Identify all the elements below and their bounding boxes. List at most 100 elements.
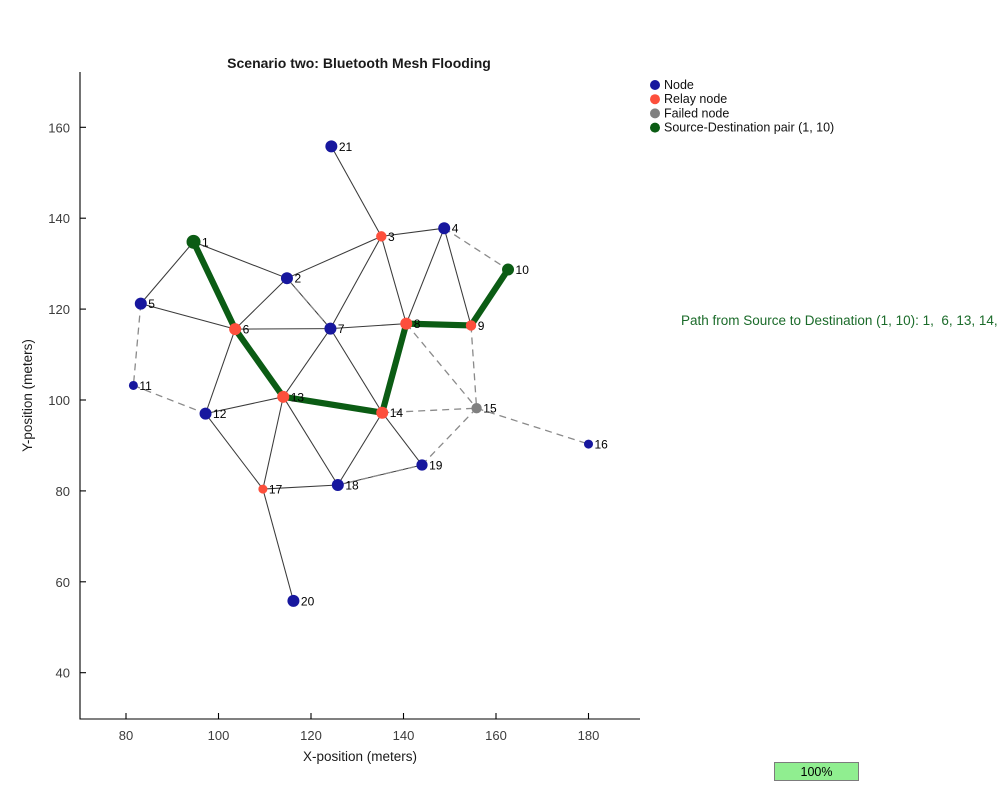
edge-solid — [205, 396, 284, 415]
x-tick-label: 120 — [300, 728, 322, 743]
edge-solid — [262, 396, 284, 490]
graph-node-4[interactable] — [438, 222, 451, 235]
y-tick-label: 80 — [56, 484, 70, 499]
graph-node-15[interactable] — [471, 402, 482, 414]
graph-node-label-18: 18 — [345, 478, 359, 492]
axis-lines — [79, 72, 640, 720]
graph-node-label-13: 13 — [291, 390, 305, 404]
graph-node-8[interactable] — [400, 317, 413, 330]
graph-node-21[interactable] — [325, 140, 338, 153]
y-tick-label: 120 — [48, 302, 70, 317]
graph-node-label-8: 8 — [414, 317, 421, 331]
graph-node-label-14: 14 — [390, 406, 404, 420]
graph-node-label-9: 9 — [478, 319, 485, 333]
y-tick-label: 40 — [56, 666, 70, 681]
edge-solid — [286, 235, 382, 279]
edge-solid — [193, 241, 288, 279]
y-tick-label: 140 — [48, 211, 70, 226]
graph-node-label-3: 3 — [388, 230, 395, 244]
graph-node-13[interactable] — [277, 390, 290, 403]
edge-solid — [205, 413, 264, 490]
edge-path-segment — [379, 320, 410, 416]
x-tick-label: 140 — [393, 728, 415, 743]
edge-path-segment — [467, 266, 512, 329]
graph-node-label-12: 12 — [213, 407, 227, 421]
y-tick-label: 60 — [56, 575, 70, 590]
graph-node-10[interactable] — [502, 263, 515, 276]
x-tick-label: 160 — [485, 728, 507, 743]
legend-label-1: Relay node — [664, 92, 727, 106]
edge-solid — [282, 328, 331, 398]
graph-node-9[interactable] — [465, 320, 477, 331]
edge-solid — [381, 227, 445, 237]
graph-node-label-6: 6 — [243, 323, 250, 337]
graph-node-11[interactable] — [128, 380, 138, 390]
graph-node-14[interactable] — [376, 406, 389, 419]
edge-dashed — [470, 325, 478, 409]
legend-label-0: Node — [664, 78, 694, 92]
edge-solid — [380, 236, 407, 324]
y-axis-title: Y-position (meters) — [20, 339, 35, 452]
graph-node-17[interactable] — [258, 484, 268, 494]
graph-node-20[interactable] — [287, 594, 300, 607]
edge-dashed — [443, 227, 509, 271]
graph-node-label-2: 2 — [294, 272, 301, 286]
graph-node-1[interactable] — [186, 234, 201, 249]
edge-solid — [330, 146, 382, 237]
edge-solid — [381, 412, 423, 466]
legend-label-3: Source-Destination pair (1, 10) — [664, 121, 834, 135]
x-tick-label: 100 — [208, 728, 230, 743]
edge-solid — [234, 277, 288, 330]
graph-node-16[interactable] — [584, 439, 593, 449]
edge-solid — [330, 323, 407, 330]
graph-node-2[interactable] — [280, 272, 293, 285]
legend-marker-1 — [650, 94, 660, 105]
edge-path-segment — [190, 238, 239, 333]
edge-solid — [140, 303, 236, 330]
y-tick-label: 100 — [48, 393, 70, 408]
edge-path-segment — [403, 320, 475, 329]
legend-label-2: Failed node — [664, 106, 729, 120]
edge-solid — [262, 484, 338, 490]
edge-dashed — [476, 407, 589, 445]
graph-node-label-11: 11 — [139, 379, 152, 393]
progress-bar: 100% — [774, 762, 859, 781]
edge-solid — [337, 412, 383, 486]
graph-node-label-15: 15 — [483, 402, 497, 416]
graph-node-5[interactable] — [134, 297, 147, 310]
edge-dashed — [382, 407, 477, 414]
graph-node-label-5: 5 — [148, 297, 155, 311]
graph-node-label-4: 4 — [452, 222, 459, 236]
graph-node-7[interactable] — [324, 322, 337, 335]
legend-marker-2 — [650, 108, 660, 119]
x-tick-label: 180 — [578, 728, 600, 743]
edge-dashed — [405, 323, 478, 409]
legend-marker-3 — [650, 122, 660, 133]
y-tick-label: 160 — [48, 120, 70, 135]
graph-node-label-19: 19 — [429, 458, 443, 472]
graph-node-label-16: 16 — [595, 438, 609, 452]
edge-dashed — [132, 303, 142, 386]
graph-node-3[interactable] — [376, 231, 387, 242]
graph-node-18[interactable] — [331, 478, 344, 491]
edge-solid — [443, 228, 472, 326]
edge-dashed — [421, 407, 478, 466]
edge-solid — [282, 396, 339, 486]
graph-node-label-10: 10 — [516, 263, 530, 277]
graph-node-6[interactable] — [229, 323, 242, 336]
graph-node-12[interactable] — [199, 407, 212, 420]
x-tick-label: 80 — [119, 728, 133, 743]
graph-node-19[interactable] — [416, 459, 428, 471]
graph-node-label-20: 20 — [301, 594, 315, 608]
edge-path-segment — [280, 393, 386, 416]
edge-solid — [329, 236, 382, 329]
path-annotation: Path from Source to Destination (1, 10):… — [681, 313, 1000, 328]
edge-solid — [205, 328, 236, 414]
graph-node-label-7: 7 — [338, 322, 345, 336]
graph-node-label-21: 21 — [339, 140, 353, 154]
edge-dashed — [337, 464, 423, 486]
graph-node-label-1: 1 — [202, 235, 209, 249]
plot-title: Scenario two: Bluetooth Mesh Flooding — [227, 55, 491, 71]
